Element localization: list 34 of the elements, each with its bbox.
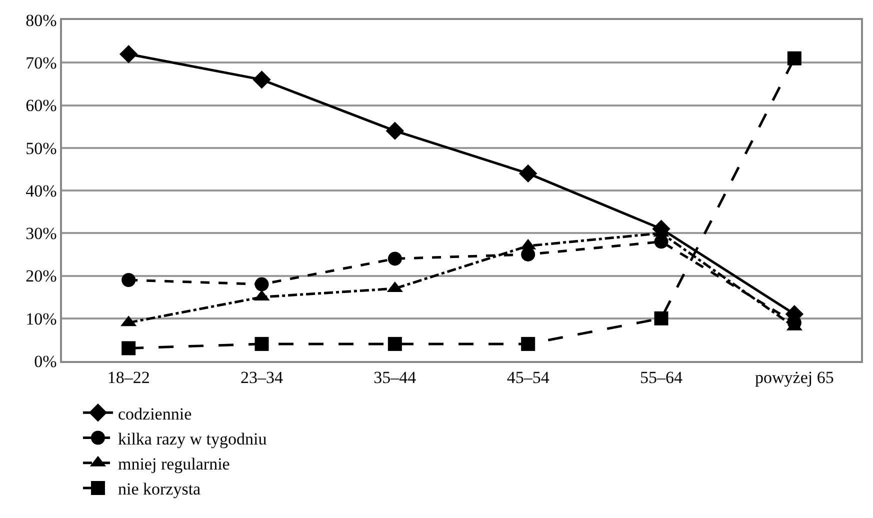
point xyxy=(122,273,136,288)
legend-label: nie korzysta xyxy=(118,480,202,499)
y-tick-label: 40% xyxy=(26,181,57,200)
legend-label: codziennie xyxy=(118,404,192,424)
y-tick-label: 0% xyxy=(34,352,57,371)
x-tick-label: 18–22 xyxy=(107,368,150,388)
point xyxy=(252,70,271,89)
point xyxy=(787,51,802,66)
point xyxy=(521,336,536,351)
legend-label: mniej regularnie xyxy=(118,454,230,474)
point xyxy=(654,234,668,249)
y-tick-label: 50% xyxy=(26,138,57,158)
point xyxy=(254,277,269,292)
x-tick-label: 35–44 xyxy=(374,368,417,388)
point xyxy=(386,122,404,140)
point xyxy=(254,336,269,351)
point xyxy=(388,252,402,266)
y-tick-label: 30% xyxy=(26,224,57,244)
point xyxy=(518,164,538,183)
y-tick-label: 80% xyxy=(26,10,57,30)
point xyxy=(654,311,668,326)
point xyxy=(388,336,402,351)
x-tick-label: 45–54 xyxy=(506,368,550,388)
y-tick-label: 70% xyxy=(26,54,57,73)
x-tick-label: powyżej 65 xyxy=(755,368,834,388)
y-tick-label: 60% xyxy=(26,96,57,116)
x-tick-label: 23–34 xyxy=(240,368,284,388)
point xyxy=(119,45,138,64)
point xyxy=(521,247,536,262)
point xyxy=(122,341,136,356)
x-tick-label: 55–64 xyxy=(640,368,683,388)
y-tick-label: 10% xyxy=(26,309,57,328)
legend-label: kilka razy w tygodniu xyxy=(118,429,268,448)
y-tick-label: 20% xyxy=(26,266,57,286)
